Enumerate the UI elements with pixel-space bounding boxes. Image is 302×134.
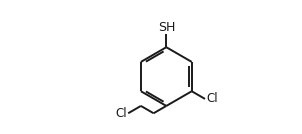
Text: SH: SH (158, 21, 175, 34)
Text: Cl: Cl (206, 92, 218, 105)
Text: Cl: Cl (116, 107, 127, 120)
